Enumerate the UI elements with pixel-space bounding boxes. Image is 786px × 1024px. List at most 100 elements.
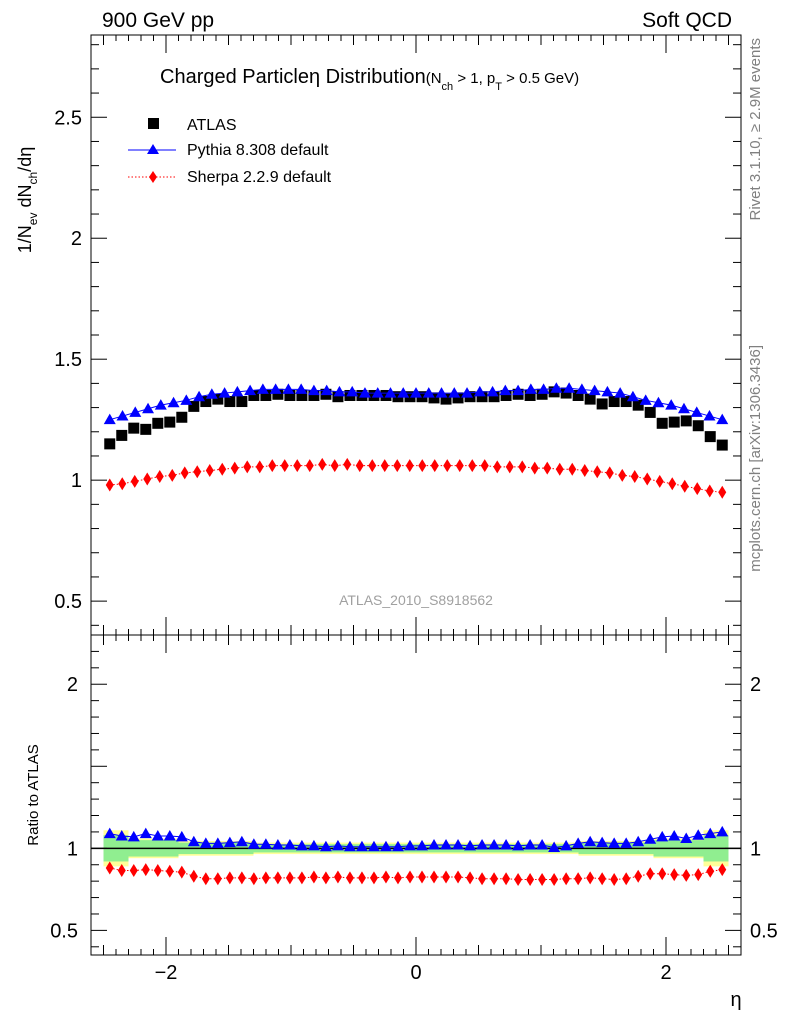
data-point — [296, 389, 308, 401]
data-point — [355, 459, 364, 473]
ratio-series-line — [109, 831, 723, 849]
data-point — [168, 468, 177, 482]
data-point — [480, 459, 489, 473]
ratio-data-point — [223, 836, 236, 848]
data-point — [268, 459, 277, 473]
data-point — [255, 460, 264, 474]
ratio-data-point — [512, 839, 525, 851]
data-point — [677, 402, 690, 414]
ratio-data-point — [117, 863, 126, 877]
ratio-data-point — [454, 870, 463, 884]
data-point — [618, 468, 627, 482]
series-triangle — [103, 382, 729, 425]
ratio-data-point — [500, 839, 513, 850]
data-point — [320, 384, 333, 396]
data-point — [243, 460, 252, 474]
ratio-data-point — [428, 839, 441, 850]
ratio-data-point — [249, 872, 258, 886]
main-panel: 0.5 1 1.5 2 2.5 ATLAS_2010_S8918562 Charged … — [15, 34, 742, 636]
data-point — [499, 384, 512, 396]
data-point — [142, 402, 155, 414]
ratio-data-point — [403, 839, 416, 851]
mcplots-label: mcplots.cern.ch [arXiv:1306.3436] — [747, 345, 764, 572]
data-point — [116, 429, 128, 441]
data-point — [537, 383, 550, 394]
ratio-data-point — [273, 871, 282, 885]
rivet-label: Rivet 3.1.10, ≥ 2.9M events — [747, 38, 764, 221]
ratio-data-point — [151, 830, 164, 841]
data-point — [692, 420, 704, 432]
data-point — [668, 416, 680, 428]
header-right: Soft QCD — [642, 9, 732, 32]
data-point — [512, 384, 525, 396]
ratio-data-point — [572, 837, 585, 848]
ratio-data-point — [199, 837, 212, 848]
data-point — [718, 485, 727, 499]
data-point — [605, 466, 614, 480]
ratio-data-point — [297, 871, 306, 885]
data-point — [343, 457, 352, 471]
ratio-data-point — [658, 867, 667, 881]
data-point — [601, 385, 614, 397]
data-point — [272, 388, 284, 400]
ratio-data-point — [452, 839, 465, 850]
ratio-series-triangle — [103, 825, 729, 853]
ratio-data-point — [213, 872, 222, 886]
ratio-data-point — [271, 839, 284, 850]
data-point — [143, 472, 152, 486]
data-point — [563, 382, 576, 393]
series-diamond — [105, 457, 727, 499]
data-point — [584, 393, 596, 405]
ratio-data-point — [610, 873, 619, 887]
ratio-data-point — [586, 871, 595, 885]
data-point — [418, 459, 427, 473]
data-point — [703, 410, 716, 421]
ratio-data-point — [526, 873, 535, 887]
data-point — [665, 399, 678, 410]
ratio-data-point — [331, 839, 344, 851]
data-point — [118, 477, 127, 491]
data-point — [500, 389, 512, 401]
data-point — [668, 477, 677, 491]
data-point — [493, 460, 502, 474]
ratio-data-point — [141, 863, 150, 877]
header-left: 900 GeV pp — [102, 9, 214, 32]
ratio-ytick-label-right: 2 — [750, 674, 761, 696]
ratio-y-tick-labels: 0.5 0.5 1 1 2 2 — [50, 674, 778, 942]
ratio-data-point — [165, 864, 174, 878]
ratio-data-point — [307, 839, 320, 851]
data-point — [680, 479, 689, 493]
ratio-data-point — [596, 836, 609, 848]
data-point — [428, 392, 440, 404]
ratio-ytick-label-left: 2 — [67, 674, 78, 696]
data-point — [230, 461, 239, 475]
ratio-data-point — [466, 871, 475, 885]
data-point — [256, 383, 269, 394]
data-point — [307, 384, 320, 396]
data-point — [639, 394, 652, 405]
data-point — [167, 396, 180, 408]
ratio-data-point — [704, 827, 717, 839]
ratio-data-point — [405, 870, 414, 884]
ratio-data-point — [379, 840, 392, 852]
data-point — [486, 385, 499, 397]
data-point — [218, 387, 231, 398]
ratio-data-point — [644, 833, 657, 844]
legend-pythia-label: Pythia 8.308 default — [187, 142, 329, 159]
data-point — [105, 478, 114, 492]
data-point — [455, 459, 464, 473]
ratio-data-point — [345, 871, 354, 885]
ratio-data-point — [163, 830, 176, 841]
ratio-data-point — [622, 872, 631, 886]
data-point — [116, 410, 129, 421]
title-eta: η — [309, 66, 320, 88]
data-point — [560, 387, 572, 399]
data-point — [284, 389, 296, 401]
data-point — [393, 459, 402, 473]
ratio-data-point — [514, 873, 523, 887]
data-point — [693, 482, 702, 496]
data-point — [643, 472, 652, 486]
main-ytick-label: 1.5 — [54, 349, 82, 371]
ratio-data-point — [478, 872, 487, 886]
